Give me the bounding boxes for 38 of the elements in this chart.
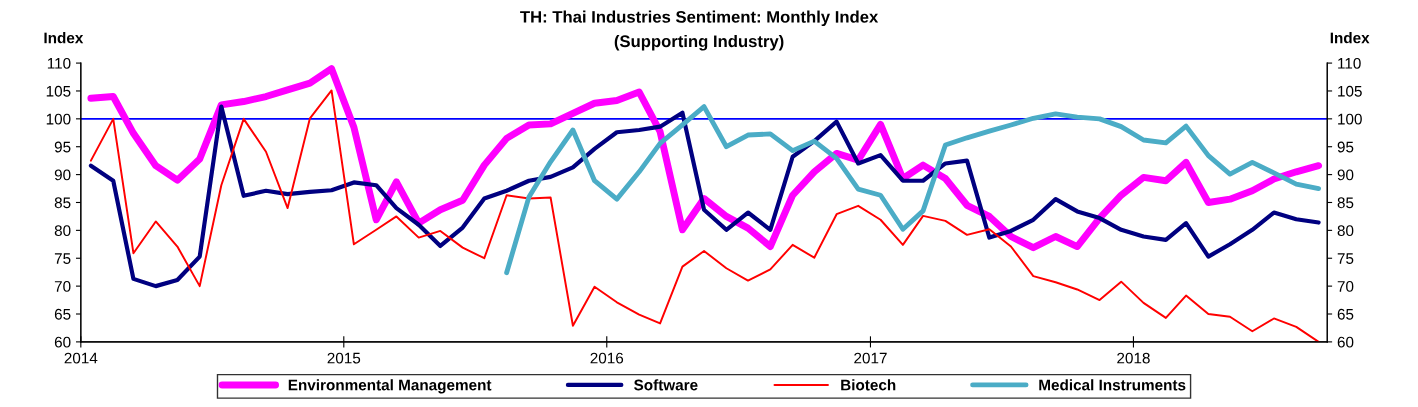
x-tick-label: 2018 — [1117, 352, 1150, 364]
y-tick-label: 75 — [54, 253, 71, 264]
y2-tick-label: 65 — [1337, 308, 1354, 320]
y-tick-label: 95 — [54, 141, 71, 153]
y-tick-label: 100 — [46, 113, 71, 125]
x-tick-label: 2017 — [854, 352, 887, 364]
line-series — [88, 104, 1321, 289]
chart-subtitle: (Supporting Industry) — [614, 34, 784, 51]
line-series — [504, 104, 1322, 276]
y2-axis-title: Index — [1330, 32, 1370, 44]
y-axis-title: Index — [44, 32, 84, 44]
legend-label: Biotech — [841, 379, 896, 391]
y2-tick-label: 70 — [1337, 280, 1354, 292]
y-tick-label: 85 — [54, 197, 71, 209]
y2-tick-label: 100 — [1338, 113, 1362, 125]
y-tick-label: 65 — [54, 308, 71, 320]
legend-label: Environmental Management — [288, 379, 492, 394]
y-tick-label: 90 — [54, 169, 71, 181]
legend-label: Software — [634, 379, 698, 391]
y2-tick-label: 75 — [1337, 253, 1354, 264]
y2-tick-label: 110 — [1338, 57, 1361, 69]
y2-tick-label: 85 — [1337, 197, 1354, 209]
y2-tick-label: 60 — [1337, 336, 1354, 348]
y-tick-label: 60 — [54, 336, 71, 348]
x-tick-label: 2015 — [327, 352, 361, 364]
y-tick-label: 70 — [54, 280, 71, 292]
chart-title: TH: Thai Industries Sentiment: Monthly Index — [520, 10, 879, 27]
y2-tick-label: 80 — [1337, 225, 1354, 237]
y2-tick-label: 95 — [1337, 141, 1354, 153]
y2-tick-label: 90 — [1337, 169, 1354, 181]
line-series — [89, 89, 1320, 342]
legend-label: Medical Instruments — [1039, 379, 1186, 391]
x-tick-label: 2014 — [64, 352, 98, 364]
y-tick-label: 80 — [54, 225, 71, 237]
x-tick-label: 2016 — [590, 352, 624, 364]
y2-tick-label: 105 — [1338, 85, 1362, 97]
y-tick-label: 105 — [46, 85, 71, 97]
y-tick-label: 110 — [47, 57, 71, 69]
